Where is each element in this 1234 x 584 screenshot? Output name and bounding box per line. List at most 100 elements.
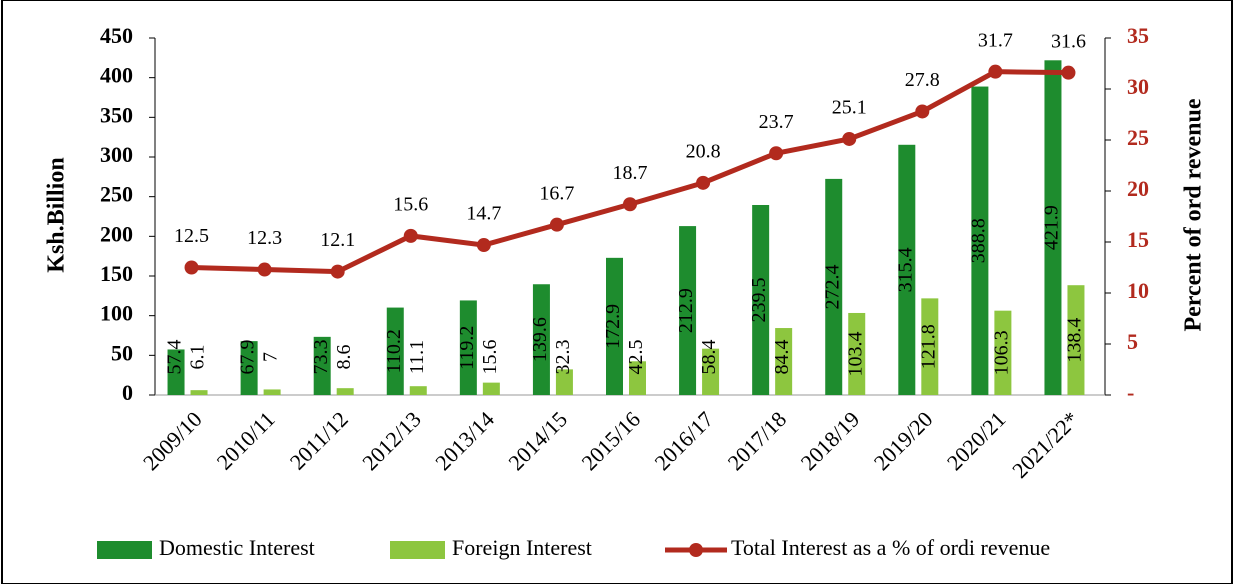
y-tick-label: 100 bbox=[100, 301, 133, 326]
bar bbox=[240, 341, 258, 395]
bar bbox=[629, 361, 646, 395]
data-label: 421.9 bbox=[1041, 205, 1063, 250]
line-point bbox=[549, 217, 564, 232]
y2-tick-label: 25 bbox=[1127, 125, 1149, 150]
line-point bbox=[184, 260, 199, 275]
legend-swatch bbox=[390, 541, 445, 559]
bar bbox=[459, 300, 477, 395]
y-tick-label: 200 bbox=[100, 221, 133, 246]
y2-axis-title: Percent of ord revenue bbox=[1181, 98, 1207, 331]
bar bbox=[702, 348, 720, 395]
y2-tick-label: 15 bbox=[1127, 227, 1149, 252]
line-point bbox=[1061, 65, 1076, 80]
y-tick-label: 50 bbox=[111, 340, 133, 365]
bar bbox=[409, 386, 427, 395]
line-point bbox=[330, 264, 345, 279]
bar bbox=[532, 284, 550, 395]
y-axis-title: Ksh.Billion bbox=[44, 157, 70, 272]
bar bbox=[167, 349, 185, 395]
data-label: 20.8 bbox=[686, 140, 721, 162]
data-label: 121.8 bbox=[917, 324, 939, 369]
x-tick-label: 2011/12 bbox=[285, 406, 353, 474]
y2-tick-label: - bbox=[1127, 380, 1134, 405]
bar bbox=[848, 312, 866, 395]
line-point bbox=[988, 64, 1003, 79]
line-point bbox=[403, 228, 418, 243]
bar bbox=[1067, 285, 1085, 395]
data-label: 119.2 bbox=[456, 326, 478, 370]
line-point bbox=[842, 131, 857, 146]
data-label: 172.9 bbox=[602, 304, 624, 349]
legend-swatch bbox=[97, 541, 152, 559]
data-label: 25.1 bbox=[832, 97, 867, 119]
data-label: 23.7 bbox=[759, 111, 794, 133]
y2-tick-label: 20 bbox=[1127, 176, 1149, 201]
data-label: 106.3 bbox=[990, 330, 1012, 375]
y-tick-label: 450 bbox=[100, 23, 133, 48]
legend-swatch-marker bbox=[689, 543, 703, 557]
data-label: 103.4 bbox=[844, 331, 866, 376]
bar bbox=[336, 388, 354, 395]
data-label: 7 bbox=[260, 352, 282, 362]
data-label: 11.1 bbox=[406, 340, 428, 374]
x-tick-label: 2018/19 bbox=[796, 406, 865, 475]
data-label: 110.2 bbox=[383, 329, 405, 373]
line-point bbox=[476, 238, 491, 253]
x-tick-label: 2012/13 bbox=[357, 406, 426, 475]
x-tick-label: 2009/10 bbox=[138, 406, 207, 475]
data-label: 12.5 bbox=[174, 225, 209, 247]
bar bbox=[606, 257, 623, 395]
y-tick-label: 400 bbox=[100, 63, 133, 88]
data-label: 139.6 bbox=[529, 317, 551, 362]
x-tick-label: 2013/14 bbox=[430, 406, 499, 475]
y-tick-label: 150 bbox=[100, 261, 133, 286]
bar bbox=[386, 307, 404, 395]
data-label: 27.8 bbox=[905, 69, 940, 91]
x-tick-label: 2021/22* bbox=[1007, 406, 1083, 482]
legend-label: Total Interest as a % of ordi revenue bbox=[731, 535, 1050, 560]
legend-label: Domestic Interest bbox=[159, 535, 315, 560]
x-tick-label: 2019/20 bbox=[869, 406, 938, 475]
y-tick-label: 250 bbox=[100, 182, 133, 207]
data-label: 57.4 bbox=[164, 340, 186, 375]
bar bbox=[825, 178, 843, 395]
data-label: 12.1 bbox=[320, 229, 355, 251]
bar bbox=[775, 328, 793, 395]
x-tick-label: 2017/18 bbox=[723, 406, 792, 475]
data-label: 315.4 bbox=[894, 247, 916, 292]
line-point bbox=[623, 197, 637, 212]
line-point bbox=[257, 262, 272, 277]
bar bbox=[482, 382, 500, 395]
data-label: 31.6 bbox=[1051, 30, 1086, 52]
bar bbox=[679, 226, 697, 395]
bar bbox=[555, 369, 573, 395]
data-label: 15.6 bbox=[393, 193, 428, 215]
bar bbox=[263, 389, 281, 395]
bar bbox=[190, 390, 208, 395]
line-point bbox=[769, 146, 784, 161]
x-tick-label: 2016/17 bbox=[650, 406, 719, 475]
bar bbox=[994, 310, 1012, 395]
data-label: 14.7 bbox=[466, 203, 501, 225]
line-point bbox=[915, 104, 930, 119]
bar bbox=[313, 336, 331, 395]
data-label: 239.5 bbox=[748, 277, 770, 322]
data-label: 6.1 bbox=[187, 345, 209, 370]
y-tick-label: 0 bbox=[122, 380, 133, 405]
data-label: 8.6 bbox=[333, 345, 355, 370]
data-label: 73.3 bbox=[310, 340, 332, 375]
line-point bbox=[696, 175, 711, 190]
data-label: 388.8 bbox=[967, 218, 989, 263]
data-label: 12.3 bbox=[247, 227, 282, 249]
data-label: 15.6 bbox=[479, 340, 501, 375]
data-label: 42.5 bbox=[625, 340, 647, 375]
bar bbox=[898, 144, 916, 395]
bar bbox=[921, 298, 939, 395]
data-label: 67.9 bbox=[237, 340, 259, 375]
data-label: 84.4 bbox=[771, 340, 793, 375]
y2-tick-label: 30 bbox=[1127, 74, 1149, 99]
data-label: 212.9 bbox=[675, 288, 697, 333]
data-label: 16.7 bbox=[539, 182, 574, 204]
x-tick-label: 2014/15 bbox=[503, 406, 572, 475]
